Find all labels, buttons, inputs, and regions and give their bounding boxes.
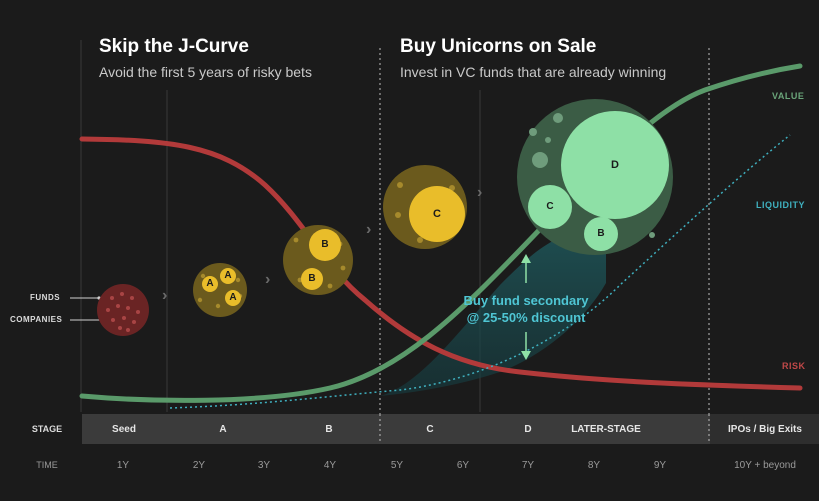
time-tick: 8Y [587, 460, 601, 471]
discount-shaded-area [380, 225, 606, 396]
chevron-right-icon: › [162, 287, 168, 304]
time-tick: 6Y [456, 460, 470, 471]
liquidity-curve-label: LIQUIDITY [756, 200, 805, 210]
bubble-label-d: D [611, 159, 619, 171]
stage-a: A [219, 424, 227, 435]
time-tick: 9Y [653, 460, 667, 471]
series-b-bubble [283, 225, 353, 295]
right-panel-subtitle: Invest in VC funds that are already winn… [400, 64, 667, 80]
bubble-label-a: A [229, 292, 237, 303]
callout-arrow-down [521, 332, 531, 360]
stage-d: D [524, 424, 532, 435]
legend-companies-label: COMPANIES [10, 315, 63, 324]
bubble-label-b: B [597, 228, 605, 239]
chevron-right-icon: › [366, 221, 372, 238]
stage-b: B [325, 424, 333, 435]
bubble-label-a: A [224, 270, 232, 281]
discount-callout: Buy fund secondary @ 25-50% discount [450, 292, 602, 326]
bubble-label-b: B [321, 239, 329, 250]
bubble-label-a: A [206, 278, 214, 289]
stage-seed: Seed [112, 424, 136, 435]
stage-later: LATER-STAGE [571, 424, 641, 435]
callout-arrow-up [521, 254, 531, 283]
series-d-bubble [517, 99, 673, 255]
seed-bubble [97, 284, 149, 336]
risk-curve [79, 136, 803, 391]
time-tick: 2Y [192, 460, 206, 471]
right-panel-title: Buy Unicorns on Sale [400, 36, 597, 57]
left-panel-subtitle: Avoid the first 5 years of risky bets [99, 64, 312, 80]
stage-band [82, 414, 819, 444]
legend-funds-label: FUNDS [30, 293, 61, 302]
time-tick: 10Y + beyond [734, 460, 796, 471]
time-tick: 3Y [257, 460, 271, 471]
stage-c: C [426, 424, 434, 435]
risk-curve-label: RISK [782, 361, 806, 371]
chevron-right-icon: › [265, 271, 271, 288]
bubble-label-c: C [546, 201, 554, 212]
stage-band-right-block [710, 414, 819, 444]
time-tick: 7Y [521, 460, 535, 471]
bubble-label-b: B [308, 273, 316, 284]
callout-line-1: Buy fund secondary [463, 293, 589, 308]
value-curve [79, 63, 803, 403]
series-c-bubble [383, 165, 467, 249]
value-curve-label: VALUE [772, 91, 805, 101]
time-tick: 4Y [323, 460, 337, 471]
stage-row-header: STAGE [31, 424, 63, 434]
bubble-label-c: C [433, 208, 441, 220]
stage-exits: IPOs / Big Exits [728, 424, 802, 435]
time-row-header: TIME [36, 460, 58, 470]
time-tick: 5Y [390, 460, 404, 471]
left-panel-title: Skip the J-Curve [99, 36, 249, 57]
callout-line-2: @ 25-50% discount [466, 310, 586, 325]
time-tick: 1Y [116, 460, 130, 471]
chevron-right-icon: › [477, 184, 483, 201]
series-a-bubble [193, 263, 247, 317]
